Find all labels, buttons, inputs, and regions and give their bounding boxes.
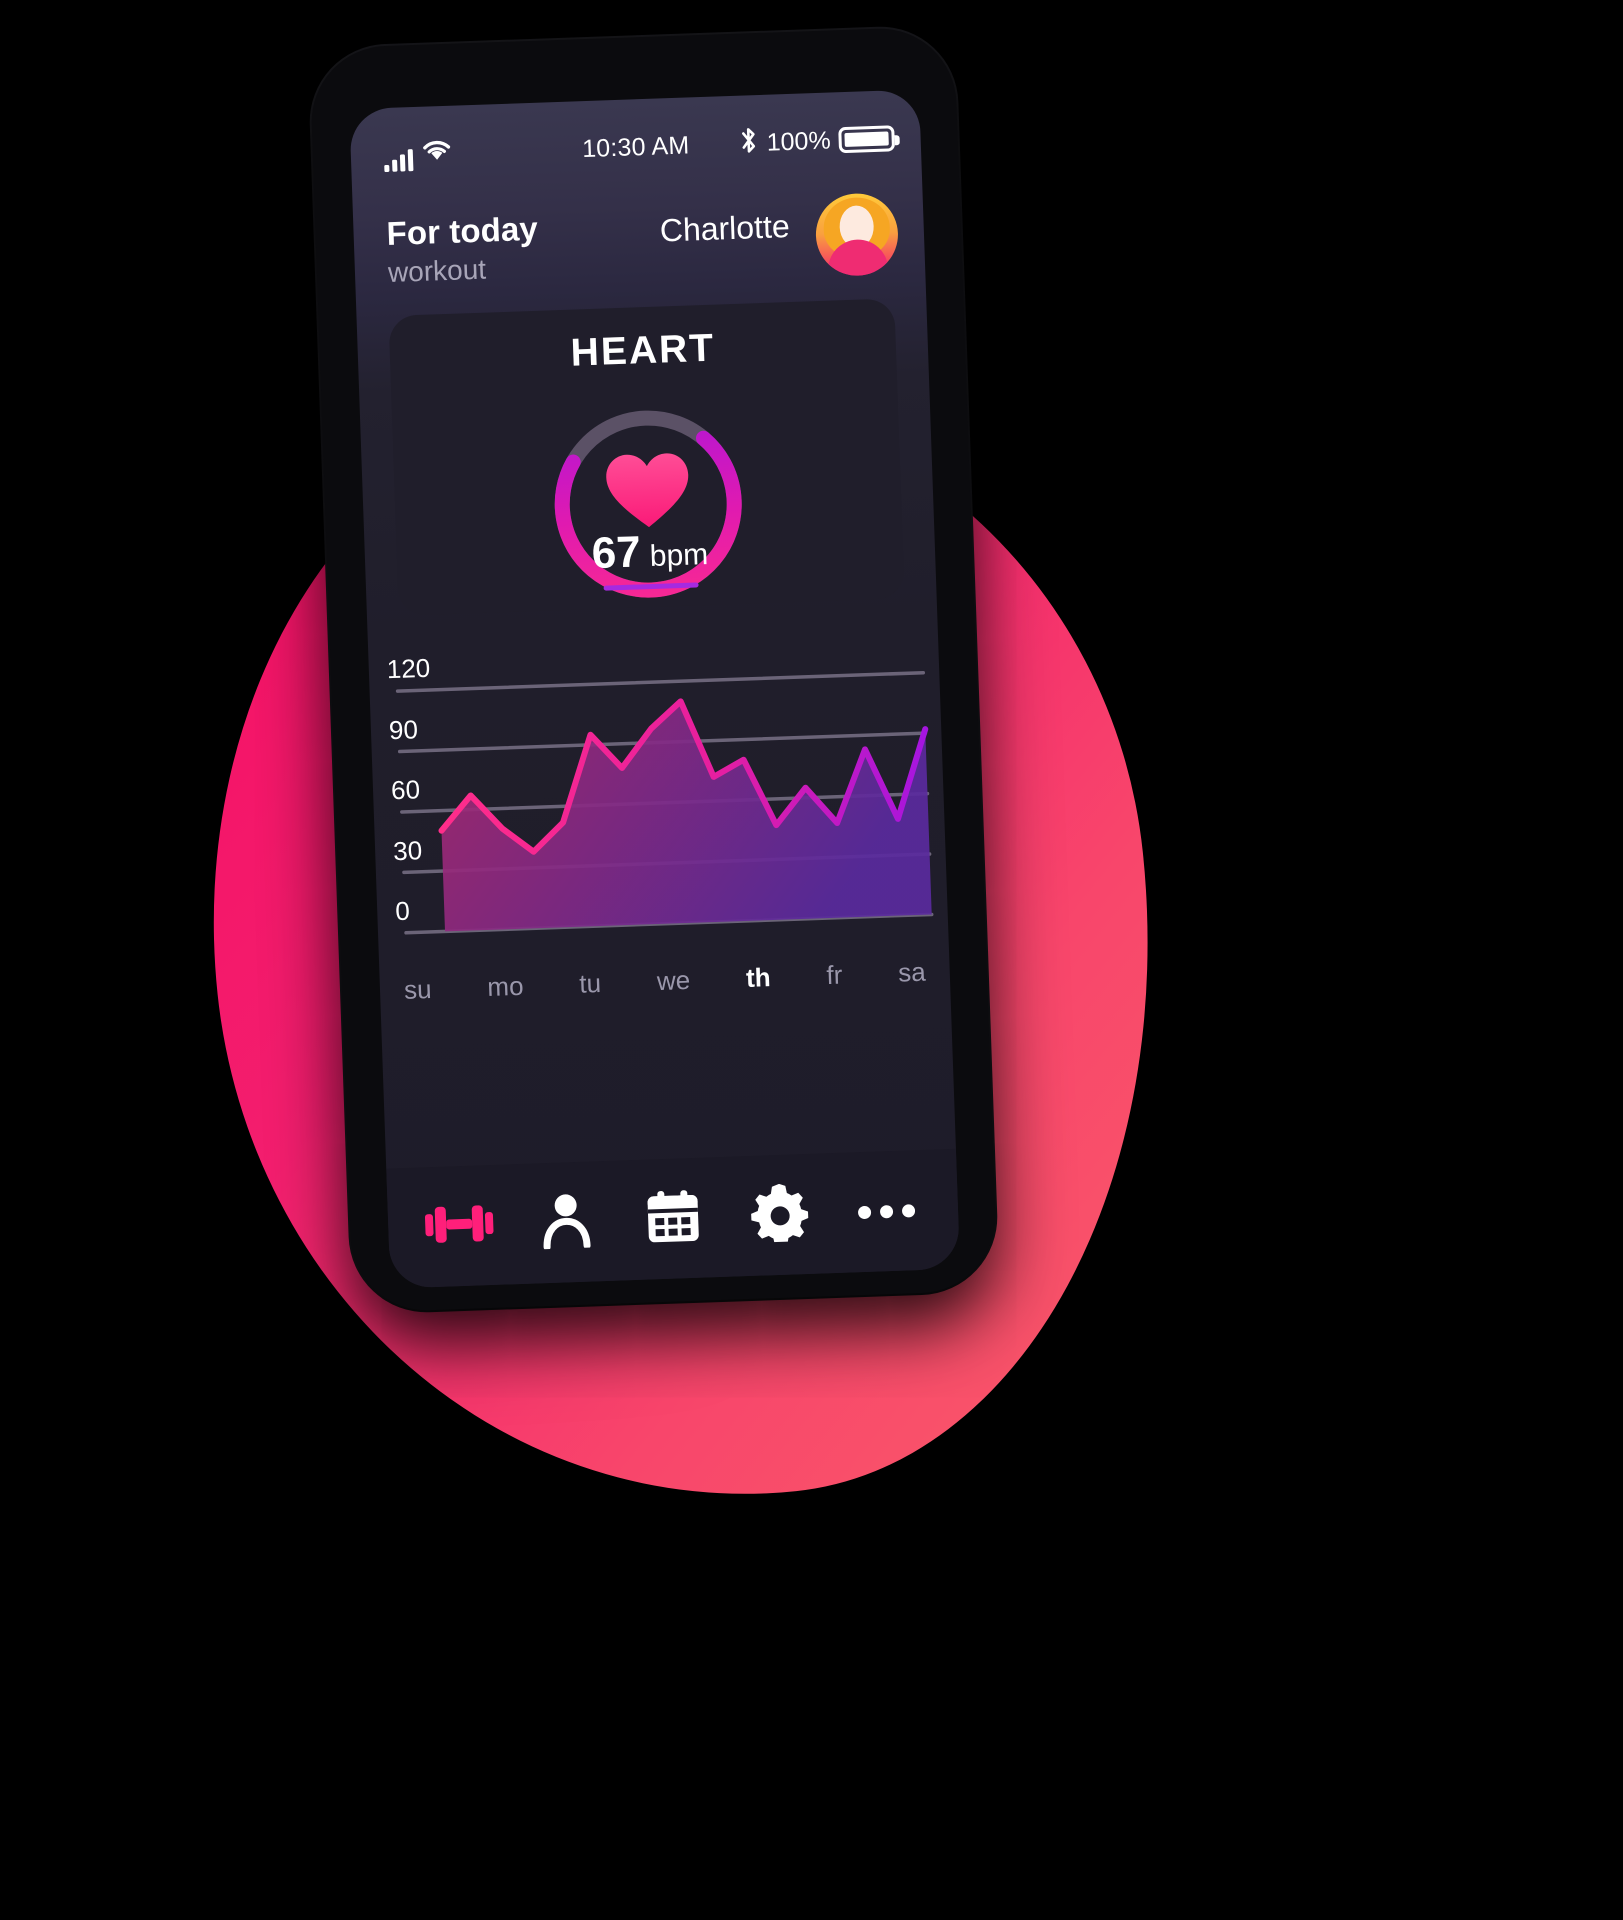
nav-item-workout[interactable] [420, 1187, 499, 1266]
chart-x-tick-label[interactable]: th [745, 961, 772, 993]
status-right: 100% [738, 120, 896, 163]
bluetooth-icon [738, 125, 759, 163]
chart-x-tick-label[interactable]: tu [578, 967, 602, 999]
nav-item-profile[interactable] [527, 1183, 606, 1262]
bpm-unit: bpm [649, 538, 709, 574]
battery-percent-label: 100% [766, 126, 832, 157]
heart-card-title: HEART [569, 326, 716, 375]
chart-x-tick-label[interactable]: we [656, 964, 691, 996]
ellipsis-icon [857, 1203, 916, 1219]
battery-full-icon [838, 125, 896, 154]
heart-rate-card[interactable]: HEART [388, 298, 905, 616]
bottom-nav [386, 1148, 961, 1289]
nav-item-more[interactable] [847, 1172, 926, 1251]
gear-icon [750, 1182, 810, 1248]
person-icon [541, 1191, 591, 1254]
page-header: For today workout Charlotte [386, 192, 900, 306]
bpm-readout: 67 bpm [591, 525, 709, 579]
status-left [383, 138, 452, 172]
chart-area-fill [441, 701, 932, 932]
chart-svg [395, 670, 934, 935]
nav-item-calendar[interactable] [634, 1179, 713, 1258]
chart-x-tick-label[interactable]: mo [486, 970, 524, 1002]
nav-item-settings[interactable] [741, 1176, 820, 1255]
dumbbell-icon [423, 1200, 497, 1251]
status-bar: 10:30 AM 100% [350, 117, 921, 177]
heart-rate-ring: 67 bpm [544, 400, 753, 609]
phone-screen: 10:30 AM 100% For today workout Charlott… [349, 89, 961, 1289]
chart-line [438, 698, 929, 855]
wifi-icon [421, 138, 452, 170]
chart-x-tick-label[interactable]: su [403, 973, 432, 1005]
chart-x-tick-label[interactable]: sa [897, 956, 927, 988]
calendar-icon [644, 1187, 702, 1250]
heart-icon [601, 450, 694, 533]
chart-gridline [395, 670, 926, 693]
bpm-value: 67 [590, 527, 642, 579]
user-name-label: Charlotte [659, 207, 791, 249]
heart-rate-chart: 0 30 60 90 120 [368, 614, 949, 964]
phone-device: 10:30 AM 100% For today workout Charlott… [309, 26, 998, 1313]
chart-x-tick-label[interactable]: fr [825, 959, 843, 990]
